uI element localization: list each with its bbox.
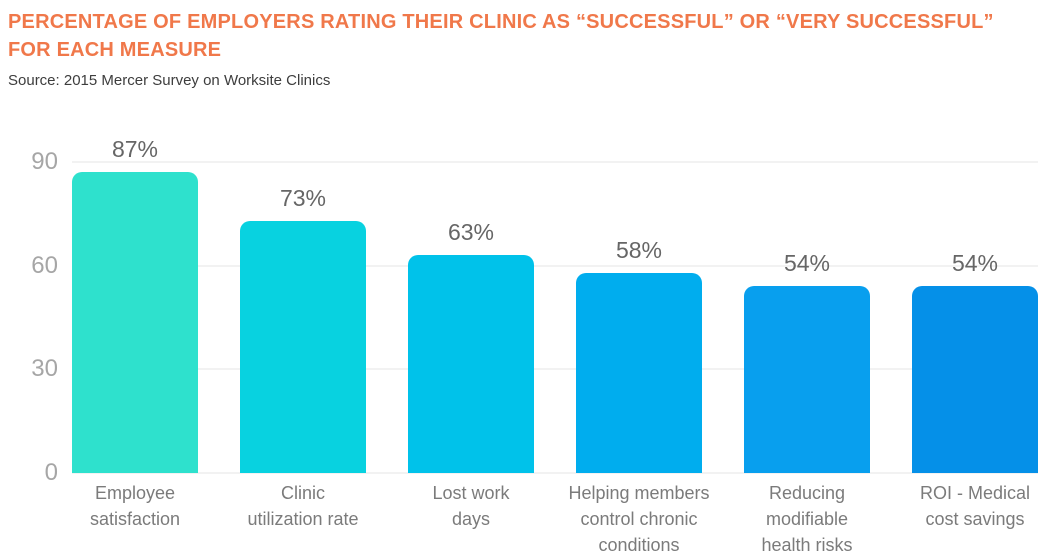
page-title-line-2: FOR EACH MEASURE [8,39,222,61]
gridline [72,161,1038,163]
bar-value-label: 63% [447,219,495,246]
x-category-label: Lost work days [386,480,556,532]
bar-value-label: 73% [279,184,327,211]
x-category-label-line: modifiable [765,509,849,529]
x-category-label: Clinic utilization rate [218,480,388,532]
page-title-line-1: PERCENTAGE OF EMPLOYERS RATING THEIR CLI… [8,11,994,33]
gridline [72,368,1038,370]
x-category-label-line: conditions [598,535,680,555]
x-category-label-line: Lost work [432,483,510,503]
x-category-label-line: Helping members [568,483,710,503]
x-category-label: Employee satisfaction [50,480,220,532]
x-category-label: Reducing modifiable health risks [722,480,892,558]
x-category-label-line: health risks [761,535,853,555]
x-category-label-line: satisfaction [89,509,181,529]
x-category-label-line: control chronic [580,509,698,529]
bar-value-label: 54% [951,250,999,277]
x-category-label-line: ROI - Medical [919,483,1031,503]
x-category-label-line: Reducing [768,483,846,503]
bar-value-label: 58% [615,236,663,263]
x-category-label-line: days [451,509,491,529]
x-category-label: Helping members control chronic conditions [554,480,724,558]
x-category-label-line: cost savings [925,509,1025,529]
bar [744,286,870,473]
y-axis: 90 60 30 0 [0,150,58,485]
bar [72,172,198,473]
bar-value-label: 87% [111,136,159,163]
y-tick-label: 90 [31,148,58,175]
y-tick-label: 60 [31,251,58,279]
y-tick-label: 0 [44,459,58,486]
bar [576,272,702,473]
gridline [72,472,1038,474]
plot-area: 87% 73% 63% 58% 54% 54% [72,136,1038,474]
x-category-label-line: utilization rate [247,509,359,529]
bar [912,286,1038,473]
x-category-label-line: Clinic [280,483,325,503]
page-title: PERCENTAGE OF EMPLOYERS RATING THEIR CLI… [8,8,1046,64]
bar-value-label: 54% [783,250,831,277]
x-category-label-line: Employee [94,483,176,503]
bar [408,255,534,473]
bar [240,220,366,473]
source-note: Source: 2015 Mercer Survey on Worksite C… [8,72,331,89]
gridline [72,265,1038,267]
y-tick-label: 30 [31,355,58,383]
x-axis: Employee satisfaction Clinic utilization ra… [72,480,1038,558]
x-category-label: ROI - Medical cost savings [890,480,1052,532]
